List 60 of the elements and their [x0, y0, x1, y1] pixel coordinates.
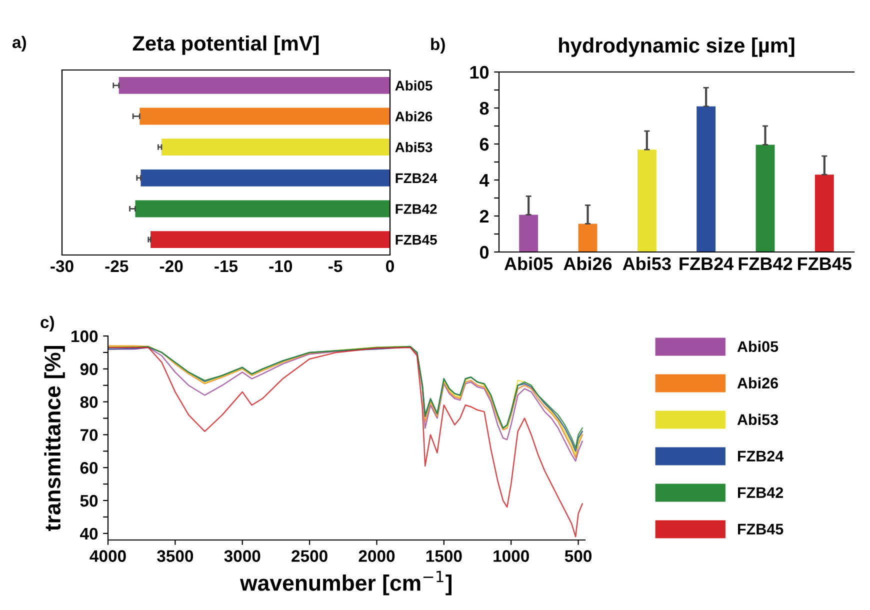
bar [637, 150, 656, 252]
legend-label: FZB42 [738, 487, 784, 498]
x-tick-label: Abi53 [622, 256, 671, 270]
y-tick-label: Abi05 [395, 80, 432, 91]
y-tick-label: 0 [480, 246, 489, 259]
chart-title: hydrodynamic size [µm] [559, 37, 794, 57]
x-tick-label: 1500 [426, 550, 462, 562]
y-tick-label: Abi26 [395, 111, 432, 122]
x-tick-label: Abi05 [504, 256, 553, 270]
x-tick-label: -10 [269, 260, 292, 272]
bar [814, 174, 834, 252]
y-tick-label: 100 [72, 330, 98, 342]
x-tick-label: 3500 [157, 550, 194, 562]
chart-title: Zeta potential [mV] [132, 35, 319, 55]
y-tick-label: 4 [480, 174, 490, 187]
line-series [108, 346, 583, 538]
x-tick-label: -20 [160, 260, 183, 272]
x-tick-label: 4000 [90, 550, 126, 562]
y-tick-label: 80 [80, 396, 98, 408]
y-tick-label: 70 [80, 429, 98, 441]
x-tick-label: -5 [328, 260, 342, 272]
legend-label: FZB45 [738, 524, 784, 535]
legend-label: Abi05 [737, 340, 778, 352]
x-tick-label: -15 [214, 260, 238, 272]
x-tick-label: 2000 [358, 550, 395, 562]
y-tick-label: Abi53 [395, 142, 432, 152]
bar [696, 106, 716, 252]
y-tick-label: 90 [80, 363, 98, 376]
y-axis-title: transmittance [%] [44, 346, 65, 531]
bar [578, 224, 598, 252]
x-tick-label: 1000 [494, 550, 529, 562]
y-tick-label: 2 [480, 210, 489, 223]
x-tick-label: -25 [105, 260, 128, 272]
legend-label: Abi53 [737, 414, 778, 426]
x-tick-label: 3000 [224, 550, 260, 562]
x-axis-title: wavenumber [cm$^{−1}$] [240, 570, 452, 596]
x-tick-label: -30 [50, 260, 74, 272]
y-tick-label: 8 [480, 102, 489, 115]
x-tick-label: FZB45 [798, 258, 852, 270]
bar [519, 214, 538, 252]
bar [756, 144, 775, 252]
x-tick-label: FZB24 [680, 257, 734, 270]
text: b) [431, 38, 445, 54]
x-tick-label: FZB42 [738, 257, 792, 270]
text: c) [40, 316, 54, 332]
x-tick-label: 2500 [292, 550, 328, 562]
y-tick-label: 40 [80, 528, 98, 540]
y-tick-label: 6 [480, 138, 489, 151]
y-tick-label: FZB42 [396, 204, 437, 214]
y-tick-label: 10 [470, 66, 489, 79]
legend-label: Abi26 [737, 377, 778, 388]
legend-label: FZB24 [738, 450, 784, 462]
y-tick-label: FZB45 [396, 235, 437, 245]
text: a) [12, 36, 26, 52]
y-tick-label: 50 [80, 494, 98, 507]
x-tick-label: 500 [564, 550, 592, 562]
x-tick-label: Abi26 [564, 256, 612, 270]
y-tick-label: 60 [80, 462, 98, 474]
y-tick-label: FZB24 [396, 173, 438, 183]
x-tick-label: 0 [386, 260, 394, 272]
